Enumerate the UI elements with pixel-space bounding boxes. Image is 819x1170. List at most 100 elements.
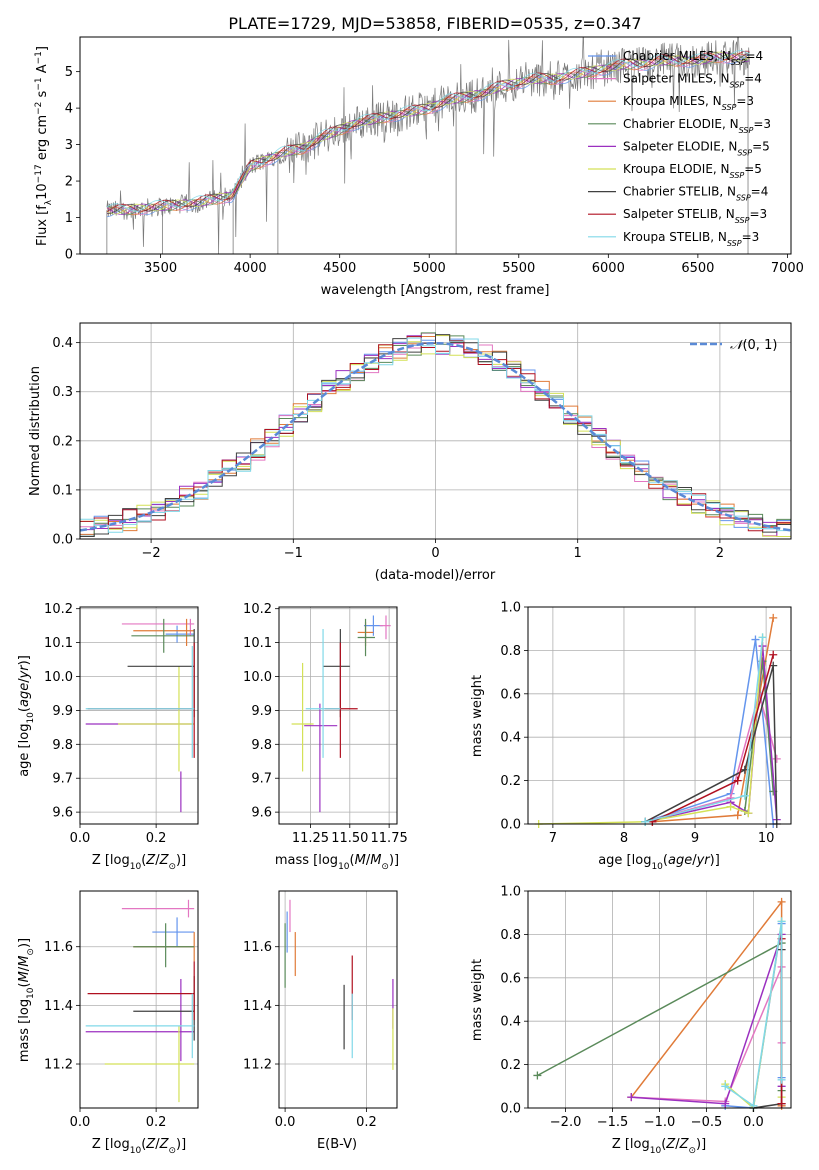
y-tick-label: 0.2 xyxy=(500,1058,521,1073)
y-tick-label: 9.9 xyxy=(52,704,73,719)
x-tick-label: −2 xyxy=(142,546,161,561)
legend-label: Salpeter MILES, NSSP=4 xyxy=(623,72,762,90)
x-tick-label: 9 xyxy=(691,831,699,846)
model-spectrum-line xyxy=(106,52,750,216)
x-tick-label: −1 xyxy=(284,546,303,561)
y-tick-label: 9.8 xyxy=(251,738,272,753)
weight-z-ylabel: mass weight xyxy=(470,959,485,1041)
y-tick-label: 9.9 xyxy=(251,704,272,719)
y-tick-label: 0.2 xyxy=(500,774,521,789)
legend-label: Kroupa ELODIE, NSSP=5 xyxy=(623,162,762,180)
x-tick-label: 11.25 xyxy=(292,831,329,846)
legend-label: Chabrier STELIB, NSSP=4 xyxy=(623,185,768,203)
errorbar-point xyxy=(291,662,314,772)
errorbar-point xyxy=(85,645,195,758)
mass-z-ylabel: mass [log10(M/M⊙)] xyxy=(17,938,36,1062)
weight-marker xyxy=(769,613,778,622)
x-tick-label: 6000 xyxy=(592,261,625,276)
y-tick-label: 9.6 xyxy=(52,806,73,821)
model-spectrum-line xyxy=(106,51,750,215)
y-tick-label: 2 xyxy=(65,175,73,190)
spectrum-series xyxy=(106,37,750,254)
x-tick-label: 8 xyxy=(620,831,628,846)
weight-z-xlabel: Z [log10(Z/Z⊙)] xyxy=(612,1137,706,1156)
weight-marker xyxy=(777,1075,786,1084)
weight-age-xlabel: age [log10(age/yr)] xyxy=(598,853,720,872)
x-tick-label: 6500 xyxy=(681,261,714,276)
y-tick-label: 10.1 xyxy=(44,636,73,651)
errorbar-point xyxy=(87,642,195,758)
x-tick-label: 0.0 xyxy=(743,1115,764,1130)
y-tick-label: 0.8 xyxy=(500,928,521,943)
x-tick-label: 0.0 xyxy=(70,1115,91,1130)
weight-series xyxy=(641,689,781,826)
age-z-ylabel: age [log10(age/yr)] xyxy=(17,655,36,777)
x-tick-label: 0.0 xyxy=(70,831,91,846)
errorbar-point xyxy=(87,961,195,1021)
x-tick-label: 1 xyxy=(574,546,582,561)
y-tick-label: 10.2 xyxy=(243,602,272,617)
residual-xlabel: (data-model)/error xyxy=(375,568,496,583)
y-tick-label: 9.8 xyxy=(52,738,73,753)
x-tick-label: −1.0 xyxy=(644,1115,676,1130)
weight-marker xyxy=(726,802,735,811)
y-tick-label: 11.2 xyxy=(44,1058,73,1073)
errorbar-point xyxy=(133,923,195,968)
x-tick-label: 10 xyxy=(758,831,775,846)
y-tick-label: 0.2 xyxy=(52,434,73,449)
age-mass-xlabel: mass [log10(M/M⊙)] xyxy=(275,853,399,872)
errorbar-point xyxy=(131,618,195,653)
weight-marker xyxy=(740,791,749,800)
age-vs-mass-panel: 11.25 11.50 11.759.69.79.89.910.010.110.2 … xyxy=(243,602,408,872)
x-tick-label: 0.2 xyxy=(356,1115,377,1130)
x-tick-label: 11.75 xyxy=(371,831,408,846)
x-tick-label: 0.2 xyxy=(146,831,167,846)
weight-marker xyxy=(744,809,753,818)
weight-marker xyxy=(777,1099,786,1108)
model-spectrum-line xyxy=(106,51,750,214)
weight-marker xyxy=(777,917,786,926)
weight-marker xyxy=(627,1093,636,1102)
weight-series-line xyxy=(538,637,764,825)
y-tick-label: 9.7 xyxy=(52,772,73,787)
age-z-xlabel: Z [log10(Z/Z⊙)] xyxy=(92,853,186,872)
y-tick-label: 0.4 xyxy=(500,1015,521,1030)
y-tick-label: 9.7 xyxy=(251,772,272,787)
weight-series-line xyxy=(644,665,778,825)
x-tick-label: −0.5 xyxy=(691,1115,723,1130)
y-tick-label: 10.0 xyxy=(44,670,73,685)
mass-ebv-xlabel: E(B-V) xyxy=(317,1137,357,1152)
errorbar-point xyxy=(121,618,195,636)
y-tick-label: 0.1 xyxy=(52,483,73,498)
residual-histogram-panel: −2 −1 0 1 2 0.0 0.1 0.2 0.3 0.4 (data-model)/erro… xyxy=(28,322,792,583)
y-tick-label: 11.2 xyxy=(243,1058,272,1073)
weight-marker xyxy=(721,1082,730,1091)
weight-series-line xyxy=(724,921,783,1108)
spectrum-ylabel: Flux [fλ10−17 erg cm−2 s−1 A−1] xyxy=(34,46,54,246)
y-tick-label: 0.3 xyxy=(52,385,73,400)
histogram-step-line xyxy=(80,337,791,537)
errorbar-point xyxy=(104,1025,195,1103)
x-tick-label: −2.0 xyxy=(550,1115,582,1130)
model-spectrum-line xyxy=(106,50,750,212)
weight-marker xyxy=(777,897,786,906)
y-tick-label: 0.4 xyxy=(500,731,521,746)
mass-vs-extinction-panel: 0.0 0.2 11.2 11.4 11.6 E(B-V) xyxy=(243,890,398,1152)
mass-weight-vs-metallicity-panel: −2.0 −1.5 −1.0 −0.5 0.0 0.0 0.2 0.4 0.6 0.8 1.0 Z … xyxy=(470,885,792,1156)
y-tick-label: 9.6 xyxy=(251,806,272,821)
weight-series-line xyxy=(645,646,778,823)
x-tick-label: 5500 xyxy=(502,261,535,276)
errorbar-point xyxy=(165,625,195,643)
y-tick-label: 0.0 xyxy=(500,818,521,833)
weight-marker xyxy=(733,811,742,820)
errorbar-point xyxy=(305,629,341,758)
y-tick-label: 0.0 xyxy=(52,533,73,548)
mass-z-xlabel: Z [log10(Z/Z⊙)] xyxy=(92,1137,186,1156)
y-tick-label: 10.0 xyxy=(243,670,272,685)
errorbar-point xyxy=(357,618,375,657)
y-tick-label: 1.0 xyxy=(500,601,521,616)
weight-marker xyxy=(751,635,760,644)
residual-ylabel: Normed distribution xyxy=(28,366,43,496)
errorbar-point xyxy=(379,615,391,640)
x-tick-label: 0.2 xyxy=(146,1115,167,1130)
